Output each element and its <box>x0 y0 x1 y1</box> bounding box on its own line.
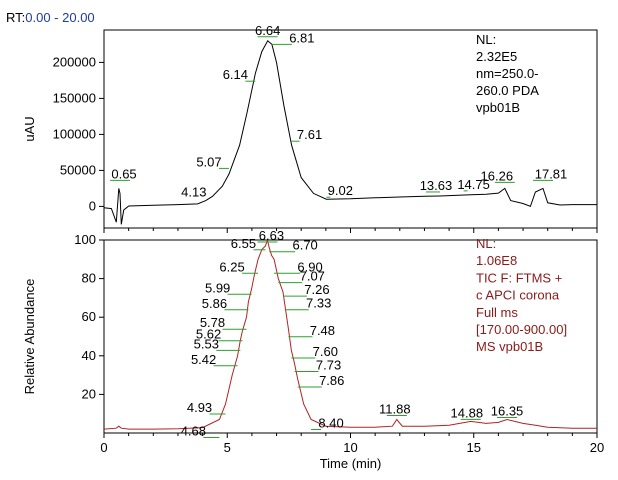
y-tick-label: 60 <box>82 309 96 324</box>
trace-line <box>103 40 597 225</box>
peak-label: 14.75 <box>457 177 490 192</box>
peak-label: 7.48 <box>310 323 335 338</box>
y-axis-title: Relative Abundance <box>22 279 37 395</box>
y-tick-label: 0 <box>89 198 96 213</box>
panel-note-line: 2.32E5 <box>476 49 517 64</box>
panel-note-line: MS vpb01B <box>476 339 543 354</box>
peak-label: 6.90 <box>297 259 322 274</box>
panel-note-line: 1.06E8 <box>476 253 517 268</box>
y-tick-label: 40 <box>82 348 96 363</box>
x-tick-label: 20 <box>590 440 604 455</box>
peak-label: 9.02 <box>328 183 353 198</box>
panel-note-line: 260.0 PDA <box>476 83 539 98</box>
peak-label: 7.86 <box>319 373 344 388</box>
peak-label: 5.78 <box>200 315 225 330</box>
peak-label: 4.93 <box>187 400 212 415</box>
panel-note-line: Full ms <box>476 305 518 320</box>
x-tick-label: 5 <box>224 440 231 455</box>
peak-label: 6.25 <box>219 259 244 274</box>
peak-label: 6.64 <box>255 23 280 38</box>
x-tick-label: 0 <box>100 440 107 455</box>
peak-label: 5.99 <box>205 280 230 295</box>
y-axis-title: uAU <box>22 116 37 141</box>
peak-label: 16.35 <box>491 403 524 418</box>
peak-label: 6.81 <box>289 30 314 45</box>
peak-label: 6.70 <box>292 238 317 253</box>
y-tick-label: 150000 <box>53 90 96 105</box>
peak-label: 7.61 <box>297 127 322 142</box>
peak-label: 7.33 <box>306 296 331 311</box>
peak-label: 7.26 <box>304 282 329 297</box>
peak-label: 5.42 <box>191 352 216 367</box>
rt-range-label: RT:0.00 - 20.00 <box>6 10 95 25</box>
peak-label: 5.86 <box>202 296 227 311</box>
x-tick-label: 15 <box>467 440 481 455</box>
peak-label: 0.65 <box>111 166 136 181</box>
panel-note-line: TIC F: FTMS + <box>476 270 562 285</box>
panel-note-line: [170.00-900.00] <box>476 322 567 337</box>
peak-label: 5.53 <box>194 336 219 351</box>
peak-label: 5.62 <box>196 327 221 342</box>
peak-label: 5.07 <box>196 154 221 169</box>
y-tick-label: 100 <box>74 232 96 247</box>
tic-ms-chromatogram: 20 40 60 80 100 0 5 10 15 20 Relative Abundance Tim… <box>22 228 604 471</box>
peak-label: 11.88 <box>379 401 411 416</box>
peak-label: 4.13 <box>181 185 206 200</box>
x-axis-title: Time (min) <box>320 456 382 471</box>
peak-label: 14.88 <box>451 405 484 420</box>
y-tick-label: 200000 <box>53 54 96 69</box>
panel-note-line: NL: <box>476 32 496 47</box>
peak-label: 16.26 <box>481 168 514 183</box>
x-tick-label: 10 <box>343 440 357 455</box>
panel-note-line: vpb01B <box>476 100 520 115</box>
panel-note-line: c APCI corona <box>476 288 560 303</box>
peak-label: 13.63 <box>420 178 453 193</box>
peak-label: 8.40 <box>318 415 343 430</box>
y-tick-label: 20 <box>82 386 96 401</box>
panel-note-line: nm=250.0- <box>476 66 539 81</box>
rt-prefix: RT: <box>6 10 25 25</box>
peak-label: 6.55 <box>231 236 256 251</box>
y-tick-label: 50000 <box>60 162 96 177</box>
y-tick-label: 80 <box>82 271 96 286</box>
peak-label: 6.14 <box>223 67 248 82</box>
rt-range-value: 0.00 - 20.00 <box>25 10 94 25</box>
peak-label: 7.73 <box>316 358 341 373</box>
peak-label: 6.63 <box>259 228 284 243</box>
y-tick-label: 100000 <box>53 126 96 141</box>
panel-note-line: NL: <box>476 236 496 251</box>
peak-label: 4.68 <box>181 423 206 438</box>
peak-label: 7.60 <box>313 344 338 359</box>
uv-pda-chromatogram: 0 50000 100000 150000 200000 uAU 6.64 6.81 6.14 7… <box>22 23 598 233</box>
peak-label: 17.81 <box>535 166 568 181</box>
peak-label: 7.07 <box>300 269 325 284</box>
